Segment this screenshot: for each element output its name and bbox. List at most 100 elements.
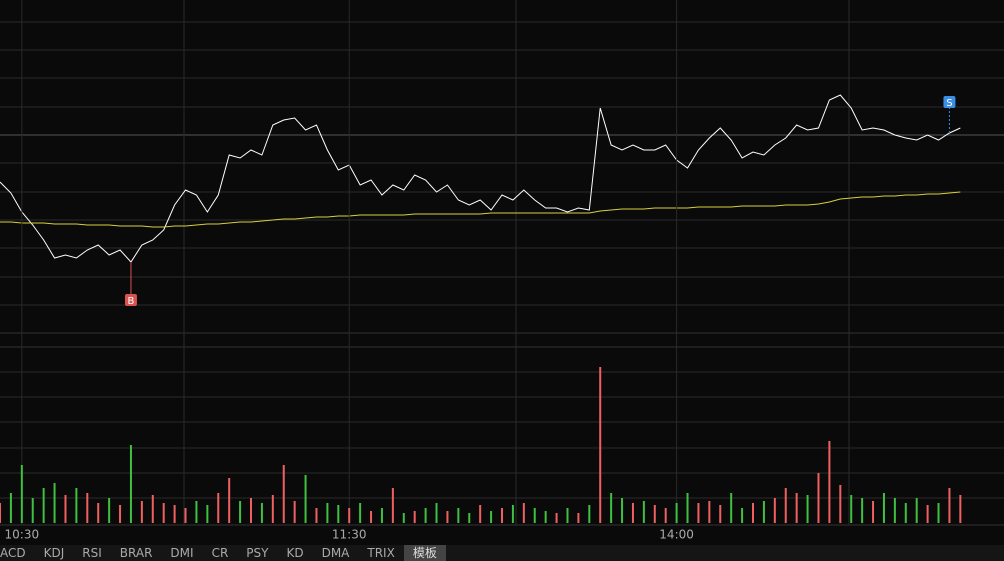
price-line <box>0 94 961 263</box>
volume-bar <box>773 498 776 523</box>
volume-bar <box>391 488 394 523</box>
time-label: 14:00 <box>659 528 694 542</box>
indicator-tab[interactable]: BRAR <box>119 546 153 560</box>
volume-bar <box>675 503 678 523</box>
indicator-tab[interactable]: RSI <box>82 546 102 560</box>
volume-bar <box>184 508 187 523</box>
indicator-tab[interactable]: DMI <box>170 546 194 560</box>
volume-bar <box>239 501 242 523</box>
volume-bar <box>108 498 111 523</box>
volume-bar <box>479 505 482 523</box>
volume-bar <box>75 488 78 523</box>
volume-bar <box>926 505 929 523</box>
volume-bar <box>511 505 514 523</box>
volume-bar <box>872 501 875 523</box>
volume-bar <box>348 508 351 523</box>
volume-bar <box>839 485 842 523</box>
volume-bar <box>119 505 122 523</box>
volume-bar <box>621 498 624 523</box>
volume-bar <box>20 465 23 523</box>
volume-bar <box>162 503 165 523</box>
volume-bar <box>260 503 263 523</box>
volume-bar <box>533 508 536 523</box>
volume-bar <box>599 367 602 523</box>
volume-bar <box>577 513 580 523</box>
volume-bar <box>435 503 438 523</box>
volume-bar <box>206 505 209 523</box>
volume-bar <box>752 503 754 523</box>
volume-bar <box>631 503 634 523</box>
volume-bar <box>708 501 711 523</box>
volume-bar <box>359 503 362 523</box>
volume-bar <box>446 511 449 523</box>
volume-bar <box>282 465 285 523</box>
volume-bar <box>413 511 416 523</box>
volume-bar <box>31 498 34 523</box>
volume-bar <box>566 508 569 523</box>
indicator-tab[interactable]: ACD <box>0 546 26 560</box>
volume-bar <box>42 488 45 523</box>
time-label: 10:30 <box>5 528 40 542</box>
indicator-tab[interactable]: KDJ <box>43 546 65 560</box>
chart: B S 10:30 11:30 14:00 <box>0 0 1004 542</box>
trade-marker-label: B <box>128 296 135 307</box>
volume-bar <box>140 501 143 523</box>
volume-bar <box>959 495 962 523</box>
volume-bar <box>293 501 296 523</box>
volume-bar <box>250 498 252 523</box>
volume-bar <box>642 501 645 523</box>
volume-bar <box>337 505 340 523</box>
volume-bar <box>522 503 525 523</box>
volume-bar <box>741 508 744 523</box>
volume-bar <box>719 505 722 523</box>
volume-bar <box>173 505 176 523</box>
volume-bar <box>795 493 798 523</box>
volume-bar <box>402 513 405 523</box>
trade-marker-label: S <box>946 98 952 109</box>
volume-bar <box>151 495 154 523</box>
volume-bar <box>370 511 373 523</box>
volume-bar <box>0 503 1 523</box>
volume-bar <box>861 498 864 523</box>
volume-bar <box>730 493 733 523</box>
volume-bar <box>817 473 820 523</box>
volume-bar <box>948 488 951 523</box>
volume-bar <box>424 508 427 523</box>
volume-bar <box>468 513 471 523</box>
volume-bar <box>588 505 591 523</box>
volume-bar <box>915 498 918 523</box>
volume-bar <box>686 493 689 523</box>
indicator-tab[interactable]: TRIX <box>367 546 395 560</box>
volume-bar <box>882 493 885 523</box>
volume-bar <box>271 495 274 523</box>
volume-bar <box>501 508 503 523</box>
indicator-tab[interactable]: 模板 <box>403 545 446 561</box>
volume-bar <box>806 495 809 523</box>
volume-bar <box>664 508 667 523</box>
indicator-tab[interactable]: PSY <box>246 546 269 560</box>
volume-bar <box>129 445 132 523</box>
indicator-tab[interactable]: KD <box>286 546 304 560</box>
indicator-tab[interactable]: CR <box>211 546 229 560</box>
volume-bar <box>195 501 198 523</box>
indicator-tabs: ACD KDJ RSI BRAR DMI CR PSY KD DMA TRIX 模板 <box>0 545 1004 561</box>
volume-bar <box>315 508 318 523</box>
volume-bar <box>9 493 12 523</box>
volume-bar <box>228 478 231 523</box>
volume-bar <box>380 508 383 523</box>
trade-marker <box>124 294 137 306</box>
volume-bar <box>904 503 907 523</box>
volume-bar <box>64 495 67 523</box>
indicator-tab[interactable]: DMA <box>321 546 350 560</box>
trade-marker <box>943 96 956 108</box>
volume-bar <box>697 503 700 523</box>
volume-bar <box>555 513 558 523</box>
volume-bar <box>893 498 896 523</box>
volume-bar <box>97 503 100 523</box>
volume-bar <box>784 488 787 523</box>
volume-bar <box>217 493 220 523</box>
volume-bar <box>490 511 493 523</box>
volume-bar <box>828 441 831 523</box>
price-line <box>0 191 961 228</box>
volume-bar <box>544 511 547 523</box>
